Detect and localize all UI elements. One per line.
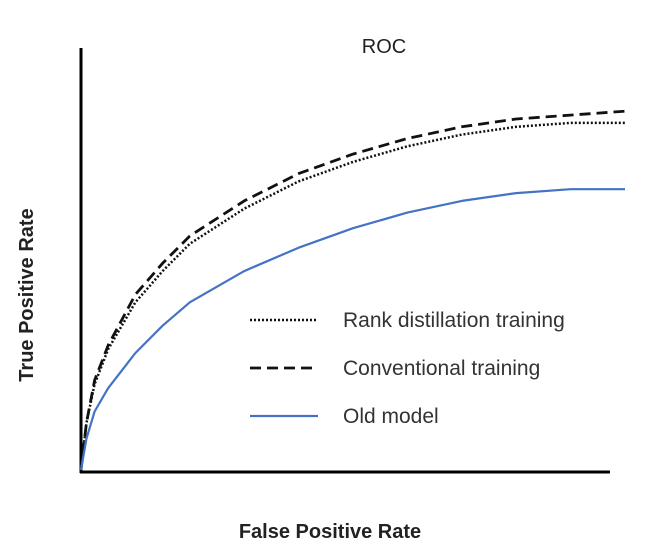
- legend-label-conventional-training: Conventional training: [343, 357, 540, 380]
- series-layer: [79, 109, 626, 471]
- legend: Rank distillation training Conventional t…: [250, 309, 565, 428]
- x-axis-label: False Positive Rate: [239, 521, 421, 543]
- y-axis-label: True Positive Rate: [16, 208, 38, 381]
- series-line-conventional-training: [79, 109, 626, 471]
- legend-label-rank-distillation-training: Rank distillation training: [343, 309, 565, 332]
- chart-title: ROC: [362, 36, 406, 58]
- series-line-old-model: [79, 188, 625, 471]
- legend-label-old-model: Old model: [343, 405, 439, 428]
